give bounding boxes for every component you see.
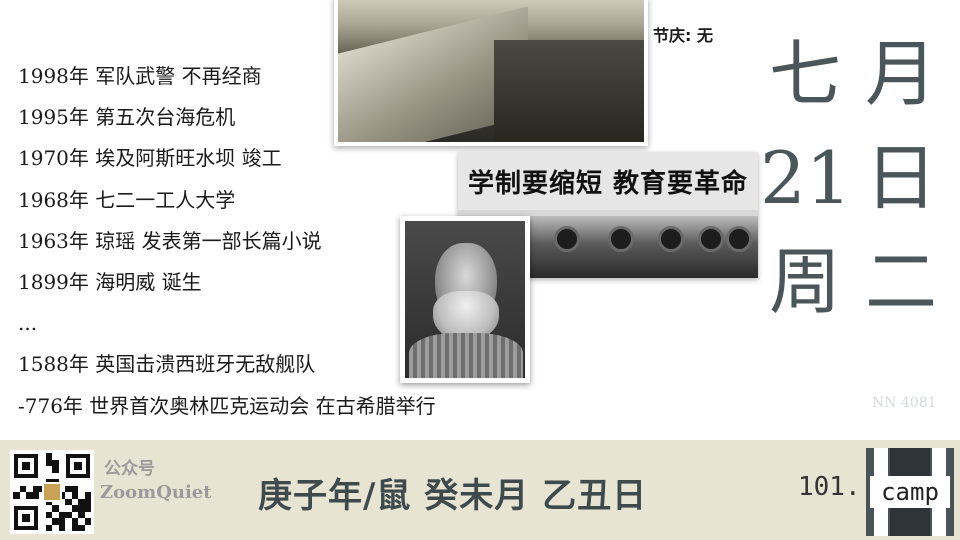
qr-module <box>71 518 78 525</box>
day-number: 21 <box>760 136 852 220</box>
qr-module <box>84 518 91 525</box>
dam-water-shape <box>494 40 644 142</box>
events-list: 1998年 军队武警 不再经商 1995年 第五次台海危机 1970年 埃及阿斯… <box>18 62 558 433</box>
qr-finder <box>14 454 38 478</box>
event-item: 1588年 英国击溃西班牙无敌舰队 <box>18 352 316 377</box>
festival-label: 节庆: 无 <box>653 26 713 45</box>
qr-module <box>45 511 52 518</box>
qr-module <box>84 498 91 505</box>
qr-module <box>58 511 65 518</box>
qr-code[interactable] <box>10 450 94 534</box>
event-item: 1899年 海明威 诞生 <box>18 269 202 294</box>
month-number: 七 <box>768 32 841 116</box>
person-head <box>554 226 580 252</box>
qr-module <box>52 518 59 525</box>
big-date-block: 七 21 周 月 日 二 <box>760 24 950 344</box>
qr-module <box>65 511 72 518</box>
footer-bar: 公众号 ZoomQuiet 庚子年/鼠 癸未月 乙丑日 101. camp <box>0 440 960 540</box>
person-head <box>608 226 634 252</box>
qr-finder <box>66 454 90 478</box>
person-head <box>658 226 684 252</box>
qr-finder <box>14 506 38 530</box>
brand-prefix: 101. <box>798 472 861 502</box>
qr-module <box>71 524 78 531</box>
event-item: -776年 世界首次奥林匹克运动会 在古希腊举行 <box>18 393 436 418</box>
day-label: 日 <box>864 136 937 220</box>
qr-module <box>84 492 91 499</box>
month-label: 月 <box>864 32 937 116</box>
qr-module <box>65 485 72 492</box>
weekday-number: 二 <box>864 240 937 324</box>
account-name: ZoomQuiet <box>100 482 212 503</box>
qr-module <box>52 505 59 512</box>
qr-module <box>65 498 72 505</box>
camp-logo[interactable]: camp <box>866 448 954 536</box>
qr-module <box>52 459 59 466</box>
qr-module <box>32 492 39 499</box>
qr-module <box>78 511 85 518</box>
qr-module <box>71 505 78 512</box>
qr-module <box>85 525 92 532</box>
qr-module <box>13 492 20 499</box>
qr-module <box>52 466 59 473</box>
brand-suffix: camp <box>870 476 950 508</box>
qr-logo-icon <box>42 482 62 502</box>
event-ellipsis: ... <box>18 311 38 336</box>
event-item: 1968年 七二一工人大学 <box>18 187 236 212</box>
qr-module <box>45 524 52 531</box>
qr-module <box>78 524 85 531</box>
qr-module <box>71 485 78 492</box>
qr-module <box>45 453 52 460</box>
event-item: 1963年 琼瑶 发表第一部长篇小说 <box>18 228 322 253</box>
hemingway-portrait <box>400 216 530 383</box>
qr-module <box>45 459 52 466</box>
qr-module <box>78 498 85 505</box>
person-head <box>698 226 724 252</box>
ganzhi-date: 庚子年/鼠 癸未月 乙丑日 <box>258 476 648 516</box>
qr-module <box>32 485 39 492</box>
qr-module <box>19 485 26 492</box>
event-item: 1998年 军队武警 不再经商 <box>18 64 262 88</box>
qr-module <box>84 505 91 512</box>
qr-module <box>58 518 65 525</box>
person-head <box>726 226 752 252</box>
wechat-label: 公众号 <box>104 459 155 479</box>
watermark-text: NN 4081 <box>872 395 937 411</box>
event-item: 1995年 第五次台海危机 <box>18 105 236 130</box>
portrait-sweater <box>409 333 523 378</box>
qr-module <box>71 492 78 499</box>
week-label: 周 <box>768 240 841 324</box>
qr-module <box>78 505 85 512</box>
qr-module <box>26 492 33 499</box>
banner-slogan: 学制要缩短 教育要革命 <box>458 152 758 210</box>
qr-module <box>58 524 65 531</box>
aswan-dam-photo <box>334 0 648 146</box>
event-item: 1970年 埃及阿斯旺水坝 竣工 <box>18 146 282 171</box>
portrait-beard <box>433 291 499 341</box>
